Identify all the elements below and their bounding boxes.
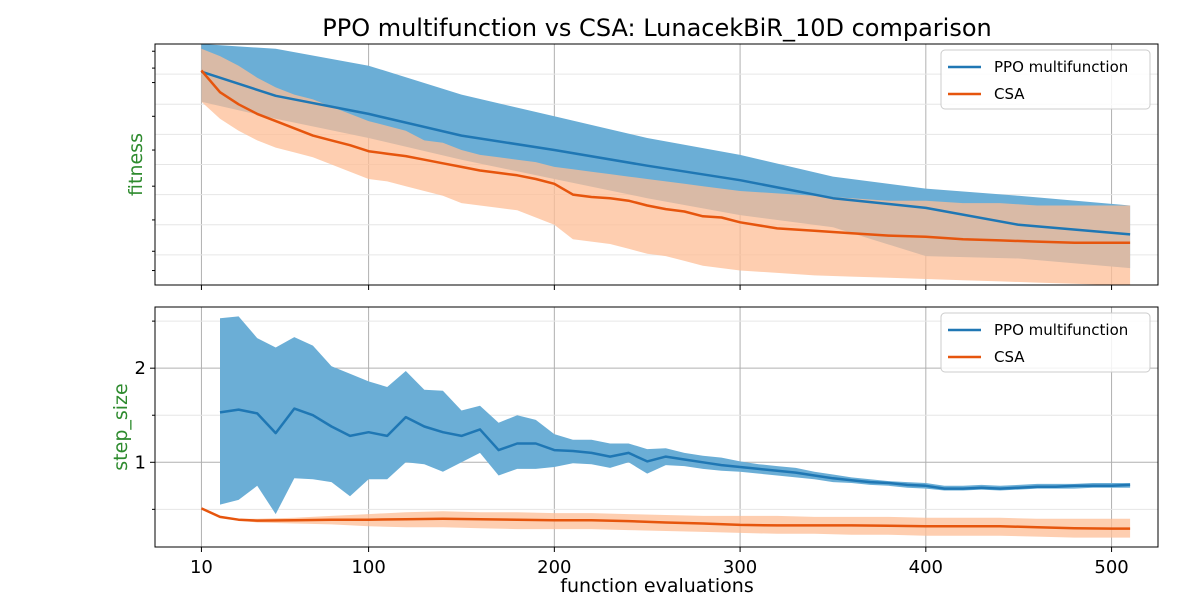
xtick-label: 200 [537, 557, 571, 578]
step-size-legend-label-ppo: PPO multifunction [994, 321, 1128, 339]
fitness-axes-frame [154, 43, 1159, 286]
step-size-lines [200, 407, 1131, 530]
fitness-legend-label-ppo: PPO multifunction [994, 58, 1128, 76]
xtick-label: 10 [190, 557, 213, 578]
fitness-lines [200, 69, 1131, 245]
step-size-ytick-label: 1 [135, 452, 146, 473]
x-axis-label: function evaluations [560, 575, 754, 597]
step-size-legend: PPO multifunction CSA [940, 312, 1151, 373]
fitness-ylabel: fitness [125, 133, 147, 196]
fitness-legend-label-csa: CSA [994, 85, 1025, 103]
step-size-band-ppo [220, 316, 1131, 515]
step-size-ylabel: step_size [110, 383, 132, 470]
step-size-legend-box [940, 312, 1151, 373]
fitness-bands [201, 44, 1131, 285]
fitness-legend: PPO multifunction CSA [940, 49, 1151, 110]
step-size-axes-frame [154, 306, 1159, 548]
xtick-label: 100 [351, 557, 385, 578]
step-size-ytick-label: 2 [135, 358, 146, 379]
fitness-legend-box [940, 49, 1151, 110]
xtick-label: 500 [1094, 557, 1128, 578]
fitness-line-csa [200, 69, 1131, 245]
step-size-legend-label-csa: CSA [994, 348, 1025, 366]
fitness-ticks [152, 50, 1113, 290]
step-size-ticks: 10 100 200 300 400 500 1 2 [135, 320, 1129, 578]
step-size-line-ppo [219, 407, 1131, 490]
xtick-label: 300 [723, 557, 757, 578]
fitness-line-ppo [201, 70, 1131, 236]
chart-title: PPO multifunction vs CSA: LunacekBiR_10D… [322, 14, 991, 42]
xtick-label: 400 [909, 557, 943, 578]
fitness-panel: fitness PPO multifunction CSA [125, 43, 1159, 290]
step-size-panel: 10 100 200 300 400 500 1 2 step_size PPO multif… [110, 306, 1159, 578]
fitness-band-csa [201, 48, 1131, 285]
step-size-line-csa [200, 507, 1131, 530]
